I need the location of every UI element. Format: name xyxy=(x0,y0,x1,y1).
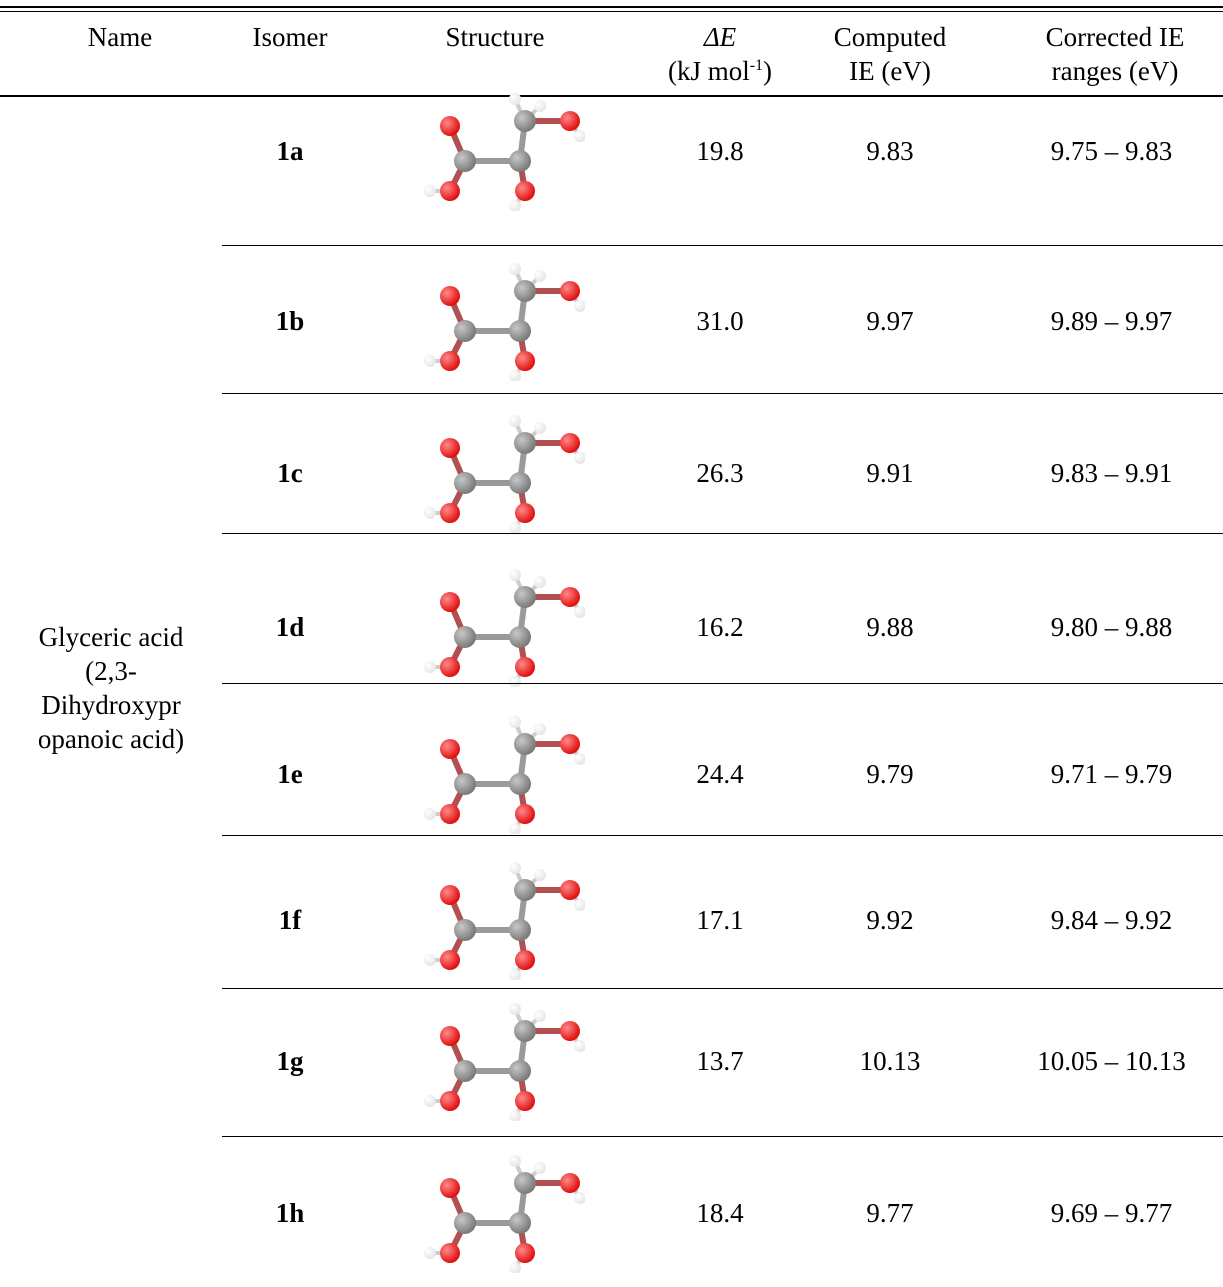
delta-e-value: 26.3 xyxy=(696,458,744,488)
molecule-structure xyxy=(424,569,585,687)
isomer-label: 1a xyxy=(276,136,304,166)
computed-ie-value: 9.97 xyxy=(866,306,914,336)
molecule-structure xyxy=(424,93,585,211)
row-divider xyxy=(222,1136,1223,1137)
table-top-rule-thin xyxy=(0,11,1223,12)
computed-ie-value: 9.77 xyxy=(866,1198,914,1228)
delta-e-value: 13.7 xyxy=(696,1046,744,1076)
computed-ie-value: 9.91 xyxy=(866,458,914,488)
computed-ie-value: 9.79 xyxy=(866,759,914,789)
header-computed-ie: Computed IE (eV) xyxy=(833,22,947,86)
row-divider xyxy=(222,683,1223,684)
corrected-ie-range: 9.84 – 9.92 xyxy=(1050,905,1173,935)
molecule-structure xyxy=(424,862,585,980)
corrected-ie-range: 9.89 – 9.97 xyxy=(1050,306,1173,336)
molecule-structure xyxy=(424,1155,585,1273)
delta-e-value: 16.2 xyxy=(696,612,744,642)
computed-ie-value: 9.92 xyxy=(866,905,914,935)
header-delta-e: ΔE (kJ mol-1) xyxy=(667,22,773,86)
row-divider xyxy=(222,245,1223,246)
corrected-ie-range: 9.83 – 9.91 xyxy=(1050,458,1173,488)
delta-e-value: 24.4 xyxy=(696,759,744,789)
isomer-label: 1e xyxy=(277,759,303,789)
delta-e-value: 19.8 xyxy=(696,136,744,166)
molecule-structure xyxy=(424,1003,585,1121)
isomer-label: 1f xyxy=(278,905,302,935)
header-structure: Structure xyxy=(445,22,545,52)
isomer-label: 1h xyxy=(275,1198,305,1228)
delta-e-value: 18.4 xyxy=(696,1198,744,1228)
isomer-label: 1b xyxy=(275,306,305,336)
header-isomer: Isomer xyxy=(252,22,328,52)
row-divider xyxy=(222,988,1223,989)
isomer-label: 1d xyxy=(275,612,305,642)
computed-ie-value: 10.13 xyxy=(859,1046,921,1076)
delta-e-value: 17.1 xyxy=(696,905,744,935)
corrected-ie-range: 9.69 – 9.77 xyxy=(1050,1198,1173,1228)
computed-ie-value: 9.83 xyxy=(866,136,914,166)
corrected-ie-range: 9.75 – 9.83 xyxy=(1050,136,1173,166)
table-top-rule xyxy=(0,6,1223,8)
corrected-ie-range: 10.05 – 10.13 xyxy=(1037,1046,1186,1076)
row-divider xyxy=(222,835,1223,836)
delta-e-value: 31.0 xyxy=(696,306,744,336)
row-divider xyxy=(222,393,1223,394)
compound-name: Glyceric acid (2,3- Dihydroxypr opanoic … xyxy=(37,622,185,754)
computed-ie-value: 9.88 xyxy=(866,612,914,642)
molecule-structure xyxy=(424,415,585,533)
table-header-rule xyxy=(0,95,1223,97)
corrected-ie-range: 9.71 – 9.79 xyxy=(1050,759,1173,789)
isomer-label: 1c xyxy=(277,458,303,488)
header-corrected-ie: Corrected IE ranges (eV) xyxy=(1045,22,1185,86)
corrected-ie-range: 9.80 – 9.88 xyxy=(1050,612,1173,642)
molecule-structure xyxy=(424,263,585,381)
row-divider xyxy=(222,533,1223,534)
molecule-structure xyxy=(424,716,585,834)
header-name: Name xyxy=(87,22,153,52)
isomer-label: 1g xyxy=(276,1046,304,1076)
